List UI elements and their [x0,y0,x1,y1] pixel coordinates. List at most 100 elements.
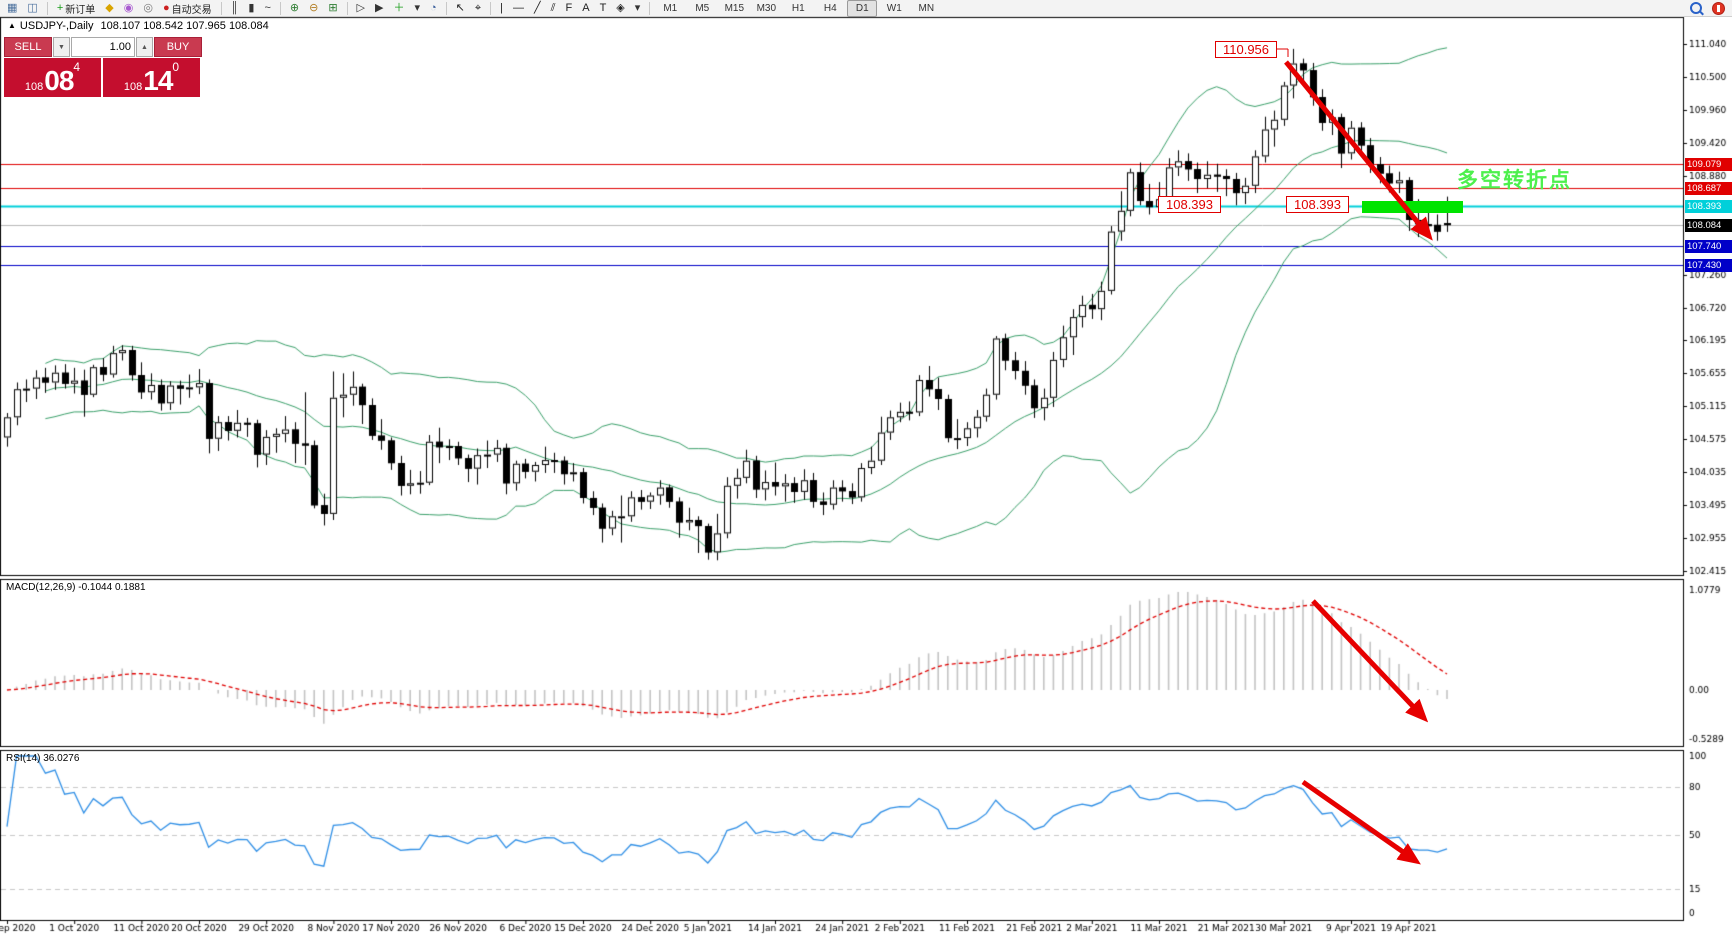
zoom-in-icon: ⊕ [289,1,300,14]
price-badge: 108.084 [1685,219,1732,232]
chat-icon[interactable] [1708,0,1729,17]
profiles-icon[interactable]: ◫ [23,0,41,17]
tile-windows-icon: ⊞ [328,1,338,14]
arrows-icon: ◈ [616,1,625,14]
volume-input[interactable] [71,37,135,57]
toolbar-separator [649,1,651,15]
line-chart-icon[interactable]: ~ [260,0,274,17]
candlestick-chart-icon: ▮ [248,1,255,14]
crosshair-icon[interactable]: ⌖ [471,0,485,17]
equidistant-channel-icon[interactable]: ⫽ [547,0,560,17]
label-icon[interactable]: T [596,0,611,17]
indicators-icon[interactable]: ＋ [389,0,408,17]
bar-chart-icon: ║ [230,1,239,14]
signals-icon[interactable]: ◎ [139,0,157,17]
auto-scroll-icon[interactable]: ▷ [353,0,369,17]
chat-icon [1712,1,1725,15]
buy-button[interactable]: BUY [154,37,202,57]
volume-up-button[interactable]: ▲ [136,37,153,57]
timeframe-m1-button[interactable]: M1 [663,2,678,14]
price-badge: 108.393 [1685,200,1732,213]
community-icon[interactable]: ◉ [120,0,138,17]
search-icon [1690,2,1702,14]
horizontal-line-icon[interactable]: — [509,0,528,17]
support-zone-bar [1362,201,1463,213]
volume-down-button[interactable]: ▼ [53,37,70,57]
trendline-icon[interactable]: ╱ [530,0,545,17]
rsi-label: RSI(14) 36.0276 [6,753,80,764]
ask-big: 14 [143,65,173,96]
chart-header: ▲ USDJPY-,Daily 108.107 108.542 107.965 10… [8,20,269,32]
fibonacci-icon: F [565,1,573,14]
bar-chart-icon[interactable]: ║ [227,0,243,17]
zoom-in-icon[interactable]: ⊕ [286,0,303,17]
ask-prefix: 108 [123,81,143,93]
line-chart-icon: ~ [264,1,271,14]
autotrading-button[interactable]: ● 自动交易 [159,0,216,17]
timeframe-m5-button[interactable]: M5 [695,2,710,14]
fibonacci-icon[interactable]: F [561,0,576,17]
vertical-line-icon[interactable]: | [496,0,507,17]
zoom-out-icon[interactable]: ⊖ [305,0,322,17]
timeframe-h1-button[interactable]: H1 [791,2,805,14]
search-icon[interactable] [1686,0,1706,17]
arrows-caret-icon[interactable]: ▾ [631,0,645,17]
bid-price-tile[interactable]: 108 08 4 [4,58,101,97]
bid-big: 08 [44,65,74,96]
zoom-out-icon: ⊖ [309,1,319,14]
timeframe-mn-button[interactable]: MN [918,2,935,14]
macd-label: MACD(12,26,9) -0.1044 0.1881 [6,582,146,593]
toolbar-separator [220,1,222,15]
trendline-icon: ╱ [533,1,541,14]
timeframe-w1-button[interactable]: W1 [886,2,902,14]
text-icon[interactable]: A [578,0,593,17]
signals-icon: ◎ [143,1,153,14]
candlestick-chart-icon[interactable]: ▮ [244,0,258,17]
chart-shift-icon[interactable]: ▶ [371,0,387,17]
cursor-icon[interactable]: ↖ [452,0,469,17]
chart-title: USDJPY-,Daily [19,20,94,32]
toolbar-separator [279,1,281,15]
level-annotation-1: 108.393 [1158,196,1221,213]
bid-pip: 4 [73,60,81,74]
indicators-caret-icon[interactable]: ▾ [410,0,424,17]
tile-windows-icon[interactable]: ⊞ [324,0,341,17]
new-order-button[interactable]: + 新订单 [53,0,99,17]
arrows-icon[interactable]: ◈ [612,0,628,17]
toolbar: ▦ ◫ + 新订单 ◆ ◉ ◎ ● 自动交易 ║ ▮ ~ ⊕ ⊖ ⊞ ▷ ▶ ＋ ▾ ◔ ↖ ⌖ | — ╱ ⫽ F A T ◈ ▾ M1 M5… [0,0,1732,17]
chart-window-icon: ▦ [7,1,18,14]
metaeditor-icon[interactable]: ◆ [101,0,117,17]
one-click-trading-panel: SELL ▼ ▲ BUY 108 08 4 108 14 0 [4,37,202,97]
arrows-caret-icon: ▾ [634,1,641,14]
indicators-caret-icon: ▾ [414,1,421,14]
ask-price-tile[interactable]: 108 14 0 [103,58,200,97]
sell-button[interactable]: SELL [4,37,52,57]
auto-scroll-icon: ▷ [356,1,366,14]
price-badge: 107.740 [1685,240,1732,253]
metaeditor-icon: ◆ [105,1,114,14]
cursor-icon: ↖ [455,1,465,14]
periods-icon: ◔ [430,1,437,14]
toolbar-separator [346,1,348,15]
periods-icon[interactable]: ◔ [426,0,441,17]
chart-shift-icon: ▶ [375,1,384,14]
vertical-line-icon: | [500,1,503,14]
ask-pip: 0 [172,60,180,74]
chart-window-icon[interactable]: ▦ [3,0,21,17]
toolbar-separator [490,1,492,15]
new-order-button-label: 新订单 [65,4,96,16]
new-order-button: + [56,1,64,14]
timeframe-m15-button[interactable]: M15 [724,2,745,14]
price-badge: 108.687 [1685,182,1732,195]
timeframe-m30-button[interactable]: M30 [756,2,777,14]
indicators-icon: ＋ [393,1,405,14]
chart-ohlc-values: 108.107 108.542 107.965 108.084 [100,20,269,32]
timeframe-h4-button[interactable]: H4 [823,2,837,14]
autotrading-button: ● [162,1,170,14]
turning-point-note: 多空转折点 [1457,169,1572,192]
horizontal-line-icon: — [512,1,524,14]
timeframe-d1-button[interactable]: D1 [847,0,878,17]
collapse-icon[interactable]: ▲ [8,21,16,30]
